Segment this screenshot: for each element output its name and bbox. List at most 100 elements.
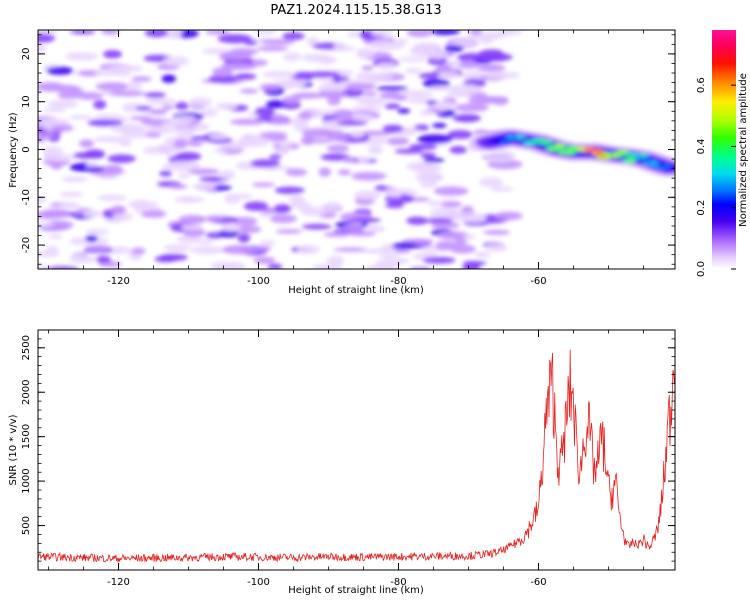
spectrogram-noise-blob bbox=[109, 90, 146, 97]
spectrogram-noise-blob bbox=[297, 111, 313, 120]
spectrogram-noise-blob bbox=[461, 71, 486, 81]
spectrogram-noise-blob bbox=[42, 107, 66, 113]
spectrogram-noise-blob bbox=[93, 99, 107, 110]
spectrogram-noise-blob bbox=[450, 244, 476, 254]
spectrogram-noise-blob bbox=[345, 82, 376, 91]
spectrogram-noise-blob bbox=[285, 168, 308, 177]
spectrogram-noise-blob bbox=[191, 184, 220, 190]
spectrogram-noise-blob bbox=[427, 57, 448, 66]
spectrogram-noise-blob bbox=[259, 83, 282, 91]
spectrogram-noise-blob bbox=[387, 137, 410, 146]
spectrogram-noise-blob bbox=[38, 264, 48, 269]
spectrogram-noise-blob bbox=[50, 124, 74, 132]
spectrogram-noise-blob bbox=[201, 48, 232, 55]
spectrogram-noise-blob bbox=[320, 55, 334, 65]
spectrogram-noise-blob bbox=[174, 102, 189, 110]
spectrogram-noise-blob bbox=[69, 254, 87, 262]
spectrogram-noise-blob bbox=[251, 182, 276, 187]
spectrogram-signal-peak bbox=[499, 140, 508, 145]
spectrogram-noise-blob bbox=[483, 229, 511, 235]
spectrogram-noise-blob bbox=[50, 162, 63, 170]
spectrogram-noise-blob bbox=[253, 245, 272, 251]
spectrogram-x-axis-label: Height of straight line (km) bbox=[288, 285, 424, 296]
spectrogram-noise-blob bbox=[336, 120, 368, 126]
spectrogram-noise-blob bbox=[350, 130, 365, 138]
spectrogram-noise-blob bbox=[107, 65, 144, 73]
spectrogram-noise-blob bbox=[469, 30, 483, 36]
spectrogram-noise-blob bbox=[188, 97, 213, 108]
spectrogram-noise-blob bbox=[95, 82, 130, 91]
spectrogram-noise-blob bbox=[406, 30, 433, 38]
spectrogram-noise-blob bbox=[397, 108, 411, 114]
spectrogram-noise-blob bbox=[187, 168, 220, 175]
spectrogram-noise-blob bbox=[369, 226, 386, 232]
spectrogram-noise-blob bbox=[355, 72, 373, 80]
spectrogram-noise-blob bbox=[479, 177, 504, 188]
spectrogram-noise-blob bbox=[427, 200, 443, 207]
spectrogram-noise-blob bbox=[323, 201, 342, 210]
spectrogram-noise-blob bbox=[159, 170, 173, 177]
spectrogram-noise-blob bbox=[361, 65, 374, 71]
spectrogram-noise-blob bbox=[250, 159, 281, 168]
spectrogram-noise-blob bbox=[378, 253, 400, 260]
spectrogram-noise-blob bbox=[163, 56, 190, 67]
colorbar-tick-label: 0.2 bbox=[696, 200, 707, 216]
snr-background bbox=[38, 330, 675, 570]
spectrogram-noise-blob bbox=[224, 195, 240, 205]
spectrogram-x-ticks: -120 -100 -80 -60 bbox=[48, 30, 644, 287]
spectrogram-noise-blob bbox=[196, 239, 214, 245]
spectrogram-noise-blob bbox=[110, 205, 127, 214]
spectrogram-noise-blob bbox=[145, 98, 178, 105]
spectrogram-noise-blob bbox=[409, 266, 432, 269]
y-tick-label: 1000 bbox=[21, 468, 32, 493]
spectrogram-noise-blob bbox=[199, 108, 218, 117]
spectrogram-noise-blob bbox=[422, 174, 439, 179]
spectrogram-noise-blob bbox=[65, 52, 99, 61]
spectrogram-noise-blob bbox=[141, 210, 167, 218]
spectrogram-noise-blob bbox=[217, 34, 253, 44]
spectrogram-noise-blob bbox=[57, 91, 81, 100]
spectrogram-noise-blob bbox=[477, 63, 506, 72]
spectrogram-noise-blob bbox=[262, 71, 297, 78]
spectrogram-noise-blob bbox=[429, 85, 461, 91]
spectrogram-noise-blob bbox=[391, 242, 419, 250]
spectrogram-noise-blob bbox=[162, 104, 175, 111]
spectrogram-noise-blob bbox=[84, 167, 105, 172]
spectrogram-noise-blob bbox=[422, 256, 456, 264]
spectrogram-noise-blob bbox=[492, 96, 509, 106]
spectrogram-noise-blob bbox=[47, 99, 79, 108]
spectrogram-noise-blob bbox=[495, 211, 523, 221]
spectrogram-noise-blob bbox=[485, 243, 508, 252]
spectrogram-noise-blob bbox=[425, 217, 453, 224]
spectrogram-noise-blob bbox=[490, 186, 514, 192]
spectrogram-noise-blob bbox=[410, 49, 428, 55]
colorbar-gradient bbox=[712, 30, 736, 269]
spectrogram-noise-blob bbox=[449, 145, 468, 154]
spectrogram-noise-field bbox=[38, 30, 523, 269]
spectrogram-noise-blob bbox=[270, 114, 287, 124]
spectrogram-noise-blob bbox=[204, 215, 224, 222]
spectrogram-noise-blob bbox=[318, 167, 331, 177]
snr-y-axis-label: SNR (10 * v/v) bbox=[8, 414, 19, 485]
spectrogram-noise-blob bbox=[317, 83, 349, 94]
spectrogram-noise-blob bbox=[175, 127, 196, 137]
spectrogram-noise-blob bbox=[384, 103, 401, 110]
snr-panel: -120 -100 -80 -60 500 1000 1500 2000 2500 Heigh… bbox=[8, 329, 676, 596]
spectrogram-noise-blob bbox=[168, 184, 188, 190]
spectrogram-noise-blob bbox=[129, 199, 152, 209]
spectrogram-noise-blob bbox=[38, 44, 47, 54]
y-tick-label: -10 bbox=[21, 189, 32, 205]
spectrogram-noise-blob bbox=[38, 222, 54, 228]
spectrogram-noise-blob bbox=[348, 231, 377, 237]
spectrogram-noise-blob bbox=[126, 81, 142, 91]
x-tick-label: -100 bbox=[247, 276, 270, 287]
spectrogram-noise-blob bbox=[58, 202, 82, 209]
spectrogram-noise-blob bbox=[221, 244, 257, 255]
spectrogram-noise-blob bbox=[42, 154, 79, 161]
colorbar-tick-label: 0.0 bbox=[696, 261, 707, 277]
spectrogram-noise-blob bbox=[253, 256, 276, 264]
spectrogram-noise-blob bbox=[321, 91, 348, 99]
spectrogram-noise-blob bbox=[350, 106, 384, 111]
spectrogram-noise-blob bbox=[282, 32, 305, 41]
spectrogram-noise-blob bbox=[166, 160, 201, 171]
